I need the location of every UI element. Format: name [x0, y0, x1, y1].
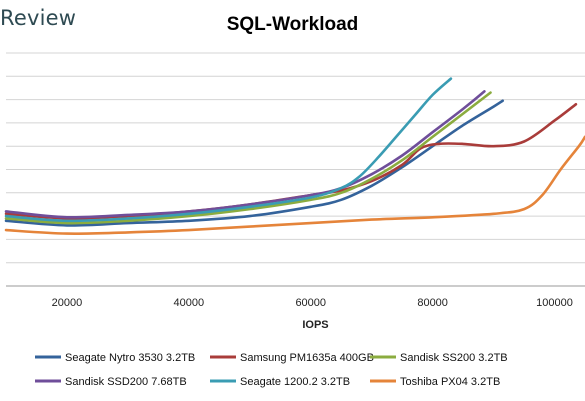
- chart-title: SQL-Workload: [226, 14, 359, 35]
- plot-area: [4, 77, 585, 235]
- x-tick-label: 40000: [174, 297, 205, 309]
- series-line-5: [4, 77, 453, 223]
- legend-label: Seagate Nytro 3530 3.2TB: [65, 352, 195, 364]
- legend-label: Samsung PM1635a 400GB: [240, 352, 374, 364]
- legend: Seagate Nytro 3530 3.2TB Samsung PM1635a …: [35, 352, 508, 388]
- x-tick-label: 60000: [295, 297, 326, 309]
- x-tick-label: 100000: [536, 297, 573, 309]
- site-logo: Review: [0, 6, 77, 30]
- legend-label: Seagate 1200.2 3.2TB: [240, 376, 350, 388]
- series-line-1: [4, 99, 504, 227]
- series-line-6: [4, 135, 585, 235]
- legend-label: Toshiba PX04 3.2TB: [400, 376, 500, 388]
- x-axis-ticks: 20000 40000 60000 80000 100000: [52, 297, 573, 309]
- legend-label: Sandisk SS200 3.2TB: [400, 352, 508, 364]
- x-tick-label: 20000: [52, 297, 83, 309]
- x-tick-label: 80000: [417, 297, 448, 309]
- legend-label: Sandisk SSD200 7.68TB: [65, 376, 187, 388]
- x-axis-label: IOPS: [302, 319, 328, 331]
- series-line-3: [4, 91, 492, 225]
- grid-lines: [6, 52, 585, 287]
